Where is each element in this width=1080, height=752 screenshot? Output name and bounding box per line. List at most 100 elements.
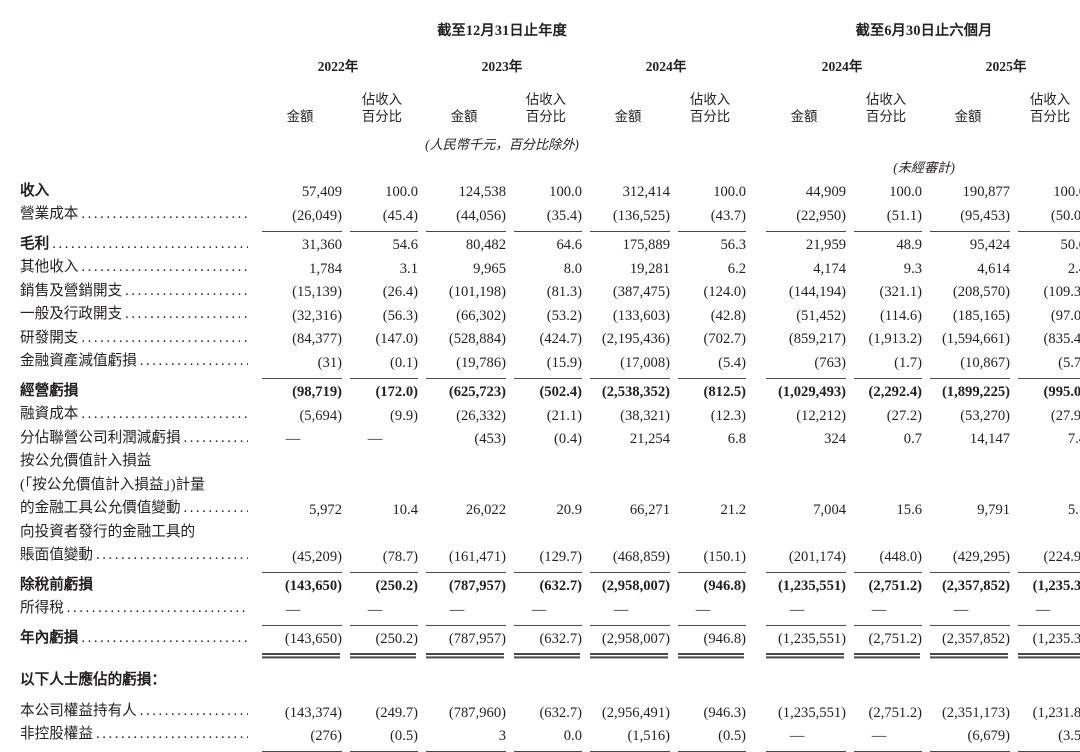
rule-2	[420, 373, 508, 380]
colhead-percent-2024-annual: 佔收入 百分比	[672, 84, 748, 127]
cell-gross-4: 175,889	[622, 237, 670, 254]
rule-5	[672, 373, 748, 380]
cell-lfy-1: (250.2)	[375, 631, 418, 648]
label-with-leader: 研發開支	[20, 328, 248, 349]
table-row-fvtpl-line1: 按公允價值計入損益	[20, 450, 1080, 474]
table-row-loss-for-year: 年內虧損 (143,650) (250.2) (787,957) (632.7)…	[20, 626, 1080, 650]
cell-owners-7: (2,751.2)	[868, 704, 923, 721]
rule-3	[508, 373, 584, 380]
cell-selling-3: (81.3)	[546, 284, 582, 301]
spacer-cell	[20, 692, 1080, 699]
row-label-rd-expenses: 研發開支	[20, 326, 256, 350]
investor-line1-spacer	[256, 520, 1080, 544]
row-label-income-tax: 所得稅	[20, 597, 256, 621]
cell-admin-5: (42.8)	[710, 307, 747, 324]
cell-owners-5: (946.3)	[703, 704, 747, 721]
table-row-revenue: 收入 57,409 100.0 124,538 100.0 312,414 10…	[20, 179, 1080, 203]
row-label-loss-for-year: 年內虧損	[20, 626, 256, 650]
cell-gross-6: 21,959	[805, 237, 847, 254]
rule-6	[760, 226, 848, 233]
dot-leader	[96, 724, 248, 745]
row-label-text: 經營虧損	[20, 382, 79, 399]
cell-selling-7: (321.1)	[879, 284, 923, 301]
table-row-attributable-heading: 以下人士應佔的虧損：	[20, 669, 1080, 693]
rule-0	[256, 373, 344, 380]
row-label-text: 非控股權益	[20, 726, 93, 743]
header-spacer	[20, 10, 256, 47]
row-label-text: 的金融工具公允價值變動	[20, 500, 181, 517]
cell-lfy-8: (2,357,852)	[941, 631, 1011, 648]
cell-investor-0: (45,209)	[292, 548, 342, 565]
cell-lfy-2: (787,957)	[448, 631, 506, 648]
dot-leader	[81, 628, 248, 649]
cell-owners-1: (249.7)	[375, 704, 418, 721]
rule-1	[344, 373, 420, 380]
percent-line2: 百分比	[689, 109, 731, 125]
row-label-text: 研發開支	[20, 329, 79, 346]
cell-operating-loss-2: (625,723)	[448, 384, 506, 401]
table-row-other-income: 其他收入 1,784 3.1 9,965 8.0 19,281 6.2 4,17…	[20, 256, 1080, 280]
cell-selling-9: (109.3)	[1043, 284, 1080, 301]
cell-tax-3: —	[531, 601, 547, 618]
row-label-gross-profit: 毛利	[20, 232, 256, 256]
cell-operating-loss-7: (2,292.4)	[868, 384, 923, 401]
cell-cost-0: (26,049)	[292, 207, 342, 224]
cell-finance-4: (38,321)	[620, 407, 670, 424]
cell-revenue-3: 100.0	[549, 184, 582, 201]
row-gap	[748, 426, 760, 450]
cell-selling-0: (15,139)	[292, 284, 342, 301]
rule-0	[256, 746, 344, 752]
table-row-operating-loss: 經營虧損 (98,719) (172.0) (625,723) (502.4) …	[20, 379, 1080, 403]
cell-operating-loss-1: (172.0)	[375, 384, 418, 401]
cell-rd-0: (84,377)	[292, 331, 342, 348]
table-row-owners: 本公司權益持有人 (143,374) (249.7) (787,960) (63…	[20, 699, 1080, 723]
cell-rd-4: (2,195,436)	[601, 331, 670, 348]
rule-9	[1012, 226, 1080, 233]
financial-statement-page: 截至12月31日止年度 截至6月30日止六個月 2022年 2023年 2024…	[0, 0, 1080, 682]
group-title-annual: 截至12月31日止年度	[437, 23, 567, 39]
cell-associates-1: —	[367, 431, 383, 448]
cell-other-income-0: 1,784	[309, 260, 342, 277]
row-label-text: 銷售及營銷開支	[20, 282, 123, 299]
rule-3	[508, 650, 584, 656]
group-title-interim: 截至6月30日止六個月	[855, 23, 993, 39]
colhead-amount-2023: 金額	[450, 109, 478, 125]
row-gap	[748, 403, 760, 427]
table-row-cost-of-sales: 營業成本 (26,049) (45.4) (44,056) (35.4) (13…	[20, 203, 1080, 227]
row-label-text: 除稅前虧損	[20, 576, 93, 593]
row-label-investor-line2: 賬面值變動	[20, 544, 256, 568]
rule-4	[584, 226, 672, 233]
rule-6	[760, 620, 848, 627]
cell-tax-4: —	[613, 601, 629, 618]
rule-5	[672, 620, 748, 627]
currency-note-right-spacer	[760, 127, 1080, 153]
rule-8	[924, 567, 1012, 574]
cell-cost-7: (51.1)	[886, 207, 923, 224]
cell-other-income-7: 9.3	[903, 260, 923, 277]
cell-revenue-0: 57,409	[301, 184, 342, 201]
cell-associates-3: (0.4)	[554, 431, 582, 448]
rule-2	[420, 567, 508, 574]
rule-9	[1012, 373, 1080, 380]
cell-lbt-3: (632.7)	[539, 578, 582, 595]
unaudited-left-spacer	[256, 153, 748, 179]
rule-label-spacer	[20, 746, 256, 752]
label-with-leader: 所得稅	[20, 598, 248, 619]
label-with-leader: 其他收入	[20, 257, 248, 278]
table-row-admin-expenses: 一般及行政開支 (32,316) (56.3) (66,302) (53.2) …	[20, 303, 1080, 327]
section-spacer	[20, 656, 1080, 669]
rule-0	[256, 620, 344, 627]
cell-impairment-7: (1.7)	[894, 354, 923, 371]
cell-finance-2: (26,332)	[456, 407, 506, 424]
dot-leader	[96, 545, 248, 566]
table-row-nci: 非控股權益 (276) (0.5) 3 0.0 (1,516) (0.5) — …	[20, 723, 1080, 747]
percent-line2: 百分比	[1029, 109, 1071, 125]
cell-nci-7: —	[871, 728, 887, 745]
row-label-fvtpl-line3: 的金融工具公允價值變動	[20, 497, 256, 521]
cell-revenue-7: 100.0	[889, 184, 923, 201]
row-gap	[748, 232, 760, 256]
double-rule-loss-for-year	[20, 650, 1080, 656]
cell-rd-5: (702.7)	[703, 331, 747, 348]
dot-leader	[81, 404, 248, 425]
dot-leader	[125, 281, 248, 302]
